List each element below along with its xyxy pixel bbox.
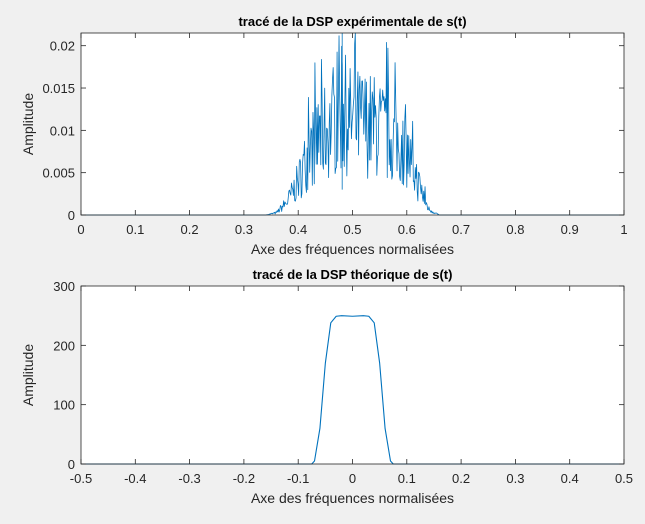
chart-2: -0.5 -0.4 -0.3 -0.2 -0.1 0 0.1 0.2 0.3 0.4 0.5 0 100… bbox=[20, 267, 633, 506]
chart-title: tracé de la DSP théorique de s(t) bbox=[253, 267, 453, 282]
y-tick-label: 300 bbox=[53, 279, 75, 294]
x-tick-label: 0.7 bbox=[452, 222, 470, 237]
y-tick-label: 0.02 bbox=[50, 39, 75, 54]
chart-1: 0 0.1 0.2 0.3 0.4 0.5 0.6 0.7 0.8 0.9 1 0 0.005 0.01 0… bbox=[20, 14, 628, 257]
x-tick-label: 0.5 bbox=[615, 471, 633, 486]
x-tick-label: 0.1 bbox=[398, 471, 416, 486]
x-tick-label: 0.3 bbox=[506, 471, 524, 486]
x-tick-label: 0.2 bbox=[181, 222, 199, 237]
x-tick-label: 0.4 bbox=[289, 222, 307, 237]
x-tick-label: 0.6 bbox=[398, 222, 416, 237]
x-tick-label: 0.9 bbox=[561, 222, 579, 237]
y-tick-label: 0.015 bbox=[42, 81, 75, 96]
plot-area bbox=[81, 286, 624, 464]
series-line bbox=[81, 315, 624, 465]
x-tick-label: 1 bbox=[620, 222, 627, 237]
x-tick-label: 0.1 bbox=[126, 222, 144, 237]
x-axis-label: Axe des fréquences normalisées bbox=[251, 241, 454, 257]
y-tick-label: 0 bbox=[68, 208, 75, 223]
x-tick-label: -0.5 bbox=[70, 471, 92, 486]
y-tick-label: 0 bbox=[68, 457, 75, 472]
x-tick-label: 0 bbox=[77, 222, 84, 237]
x-tick-label: 0.3 bbox=[235, 222, 253, 237]
x-tick-label: -0.1 bbox=[287, 471, 309, 486]
x-tick-label: 0.5 bbox=[343, 222, 361, 237]
y-tick-label: 100 bbox=[53, 398, 75, 413]
y-tick-label: 0.01 bbox=[50, 123, 75, 138]
x-tick-label: 0.8 bbox=[506, 222, 524, 237]
y-tick-label: 200 bbox=[53, 338, 75, 353]
x-tick-label: -0.2 bbox=[233, 471, 255, 486]
x-tick-label: -0.3 bbox=[178, 471, 200, 486]
y-axis-label: Amplitude bbox=[20, 344, 36, 406]
plot-area bbox=[81, 33, 624, 215]
x-tick-label: 0 bbox=[349, 471, 356, 486]
chart-title: tracé de la DSP expérimentale de s(t) bbox=[238, 14, 466, 29]
x-tick-label: -0.4 bbox=[124, 471, 146, 486]
x-tick-label: 0.4 bbox=[561, 471, 579, 486]
y-axis-label: Amplitude bbox=[20, 93, 36, 155]
y-tick-label: 0.005 bbox=[42, 166, 75, 181]
x-axis-label: Axe des fréquences normalisées bbox=[251, 490, 454, 506]
x-tick-label: 0.2 bbox=[452, 471, 470, 486]
